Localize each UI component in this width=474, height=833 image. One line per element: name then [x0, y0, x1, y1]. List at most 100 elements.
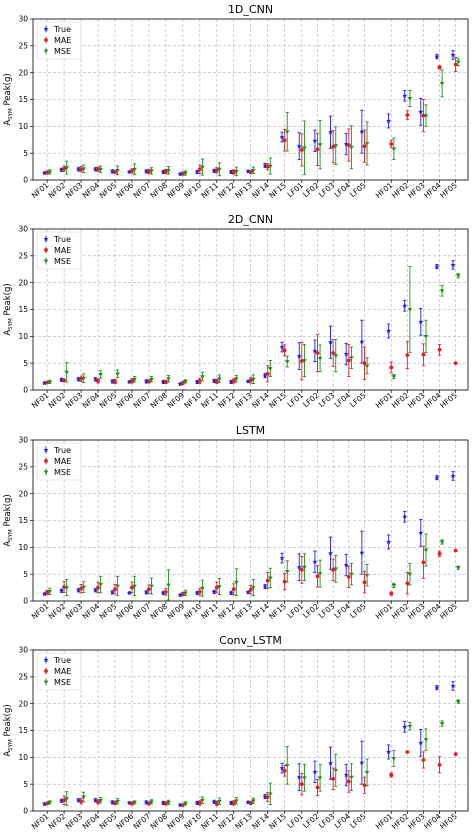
data-point-mse — [98, 373, 103, 377]
xtick-label: LF05 — [348, 811, 368, 830]
data-point-mse — [284, 360, 290, 364]
data-point-mse — [98, 582, 103, 587]
data-point-mse — [217, 799, 222, 804]
legend-marker — [44, 669, 48, 673]
data-point-mae — [346, 574, 351, 579]
data-point-mae — [362, 361, 367, 366]
data-point-true — [296, 143, 302, 149]
data-point-true — [59, 167, 64, 172]
data-point-mse — [149, 377, 154, 382]
xtick-label: HF04 — [422, 390, 443, 410]
ytick-label: 0 — [23, 386, 28, 395]
data-point-mae — [405, 113, 410, 117]
xtick-label: NF05 — [98, 601, 119, 621]
xtick-label: LF03 — [317, 811, 337, 830]
data-point-mse — [81, 585, 86, 590]
data-point-mae — [147, 379, 151, 384]
data-point-mae — [62, 166, 67, 171]
xtick-label: NF15 — [267, 390, 288, 410]
data-point-true — [359, 129, 365, 134]
xtick-label: HF02 — [390, 811, 411, 831]
data-point-true — [434, 474, 440, 480]
data-point-mae — [180, 381, 185, 385]
data-point-mae — [45, 590, 50, 595]
data-point-mae — [299, 567, 304, 572]
chart-title: 1D_CNN — [228, 3, 273, 16]
plot-frame — [32, 649, 469, 812]
series-mae — [45, 545, 458, 597]
data-point-mae — [315, 147, 320, 152]
legend-marker — [44, 38, 48, 42]
legend-marker — [43, 447, 49, 453]
data-point-mse — [423, 738, 429, 742]
ytick-label: 25 — [18, 672, 28, 681]
xtick-label: LF05 — [348, 601, 368, 620]
ytick-label: 30 — [18, 225, 28, 234]
data-point-mae — [282, 138, 287, 143]
data-point-mae — [96, 378, 100, 383]
xtick-label: HF01 — [374, 601, 395, 621]
ytick-label: 10 — [18, 543, 28, 552]
xtick-label: NF14 — [250, 390, 271, 410]
data-point-true — [109, 589, 115, 595]
legend-marker — [43, 470, 49, 475]
data-point-true — [279, 555, 285, 561]
data-point-mse — [364, 573, 370, 578]
data-point-mse — [333, 768, 339, 773]
data-point-mse — [81, 167, 86, 172]
data-point-mse — [166, 583, 171, 588]
data-point-mse — [317, 356, 323, 361]
ytick-label: 5 — [23, 570, 28, 579]
xtick-label: LF03 — [317, 390, 337, 409]
data-point-mse — [349, 145, 354, 150]
data-point-true — [312, 769, 318, 774]
data-point-mse — [423, 334, 429, 339]
data-point-mae — [265, 795, 270, 799]
data-point-mae — [362, 580, 367, 585]
legend: True MAE MSE — [36, 21, 82, 60]
xtick-label: LF03 — [317, 601, 337, 620]
series-mse — [47, 533, 461, 601]
xtick-label: LF03 — [317, 180, 337, 199]
xtick-label: NF04 — [81, 390, 102, 410]
data-point-mse — [166, 377, 171, 382]
xtick-label: NF04 — [81, 601, 102, 621]
data-point-true — [194, 590, 200, 596]
data-point-true — [402, 514, 408, 519]
xtick-label: NF03 — [64, 180, 85, 200]
xtick-label: NF13 — [233, 811, 254, 831]
data-point-true — [312, 559, 318, 564]
xtick-label: HF03 — [406, 811, 427, 831]
data-point-mae — [421, 352, 426, 357]
xtick-label: NF02 — [47, 811, 68, 831]
legend-label: True — [53, 656, 71, 665]
xtick-label: NF10 — [182, 601, 203, 621]
data-point-mse — [217, 377, 222, 382]
legend: True MAE MSE — [36, 442, 82, 481]
xtick-label: HF05 — [438, 180, 459, 200]
data-point-mse — [333, 567, 339, 572]
series-true — [42, 260, 456, 387]
data-point-true — [228, 590, 234, 596]
data-point-mse — [47, 589, 53, 594]
data-point-mae — [214, 379, 219, 384]
data-point-mae — [437, 347, 442, 352]
data-point-mse — [251, 799, 256, 804]
data-point-mae — [331, 776, 336, 781]
data-point-mae — [282, 348, 287, 353]
xtick-label: NF13 — [233, 180, 254, 200]
xtick-label: HF04 — [422, 601, 443, 621]
xtick-label: NF12 — [216, 180, 237, 200]
xtick-label: HF04 — [422, 180, 443, 200]
data-point-mae — [437, 762, 442, 767]
data-point-true — [434, 684, 440, 690]
data-point-mse — [317, 143, 323, 147]
data-point-mae — [346, 779, 351, 784]
data-point-mse — [81, 795, 86, 800]
ytick-label: 20 — [18, 699, 28, 708]
data-point-mse — [81, 376, 86, 381]
data-point-mae — [299, 782, 304, 787]
data-point-mae — [113, 379, 117, 384]
data-point-true — [450, 262, 456, 268]
data-point-mae — [214, 585, 219, 590]
